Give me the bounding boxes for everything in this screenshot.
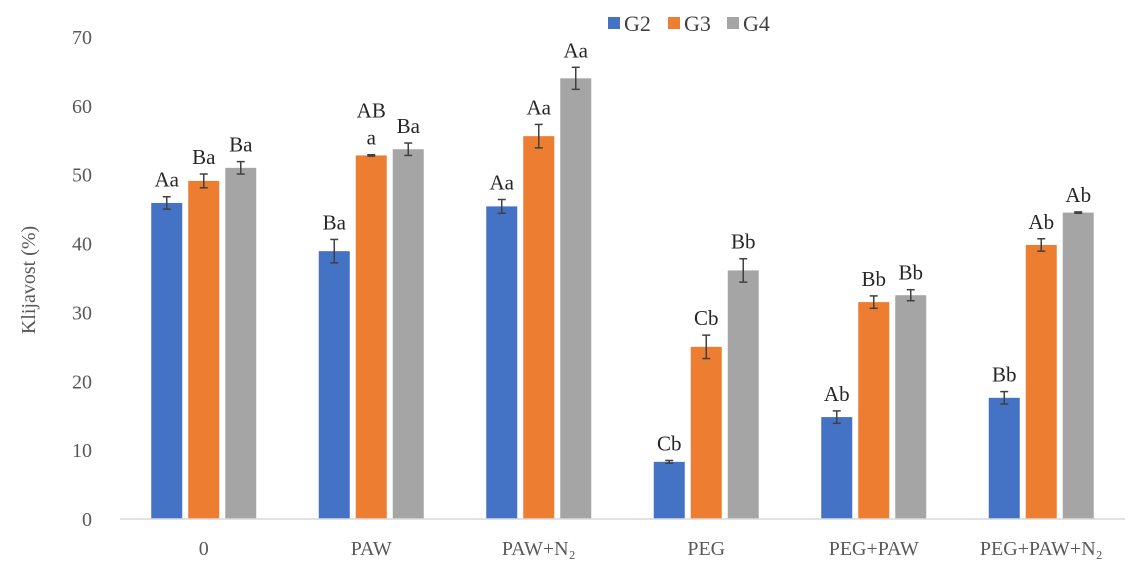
- bar-g3: [355, 155, 387, 520]
- legend-item: G3: [668, 11, 711, 36]
- error-bar: [571, 66, 580, 91]
- legend-swatch: [727, 17, 739, 29]
- legend-label: G2: [624, 11, 651, 36]
- bar-g2: [653, 461, 685, 519]
- legend-item: G2: [608, 11, 651, 36]
- data-label: Ba: [192, 145, 216, 169]
- bar-g2: [821, 417, 853, 519]
- error-bar: [832, 410, 841, 425]
- y-tick-label: 10: [72, 440, 92, 462]
- bar-g2: [318, 251, 350, 519]
- data-label: Bb: [731, 230, 756, 254]
- legend-swatch: [668, 17, 680, 29]
- data-label: Cb: [657, 431, 682, 455]
- y-axis-label: Klijavost (%): [18, 226, 40, 334]
- data-label: Bb: [898, 261, 923, 285]
- legend-label: G4: [743, 11, 770, 36]
- error-bar: [404, 142, 413, 157]
- bar-g3: [188, 180, 220, 519]
- bar-g3: [690, 346, 722, 519]
- bar-g4: [560, 78, 592, 520]
- data-label: Ab: [1065, 183, 1091, 207]
- error-bar: [665, 459, 674, 464]
- error-bar: [330, 238, 339, 264]
- error-bars-group: [162, 66, 1083, 464]
- x-tick-label: PEG+PAW: [829, 538, 919, 560]
- error-bar: [869, 295, 878, 310]
- bar-g4: [727, 270, 759, 519]
- y-tick-label: 20: [72, 371, 92, 393]
- error-bar: [236, 160, 245, 175]
- x-tick-label: 0: [199, 538, 209, 560]
- data-label: Ba: [397, 114, 421, 138]
- data-label: Aa: [527, 95, 552, 119]
- bar-g3: [523, 136, 555, 519]
- error-bar: [1074, 211, 1083, 215]
- bar-g2: [151, 202, 183, 519]
- data-label: Bb: [861, 267, 886, 291]
- bar-g4: [895, 295, 927, 519]
- legend-label: G3: [684, 11, 711, 36]
- bar-g3: [858, 302, 890, 519]
- bar-g4: [225, 167, 257, 520]
- data-label: Ab: [1028, 210, 1054, 234]
- data-label: Aa: [155, 168, 180, 192]
- error-bar: [906, 288, 915, 302]
- bar-g3: [1025, 244, 1057, 519]
- data-label: Ab: [824, 382, 850, 406]
- legend-swatch: [608, 17, 620, 29]
- legend: G2 G3 G4: [608, 11, 770, 36]
- data-label: Aa: [490, 171, 515, 195]
- y-tick-label: 70: [72, 27, 92, 49]
- bars-group: [151, 78, 1094, 520]
- error-bar: [1037, 238, 1046, 252]
- data-label: AB a: [357, 99, 386, 150]
- error-bar: [534, 123, 543, 149]
- legend-item: G4: [727, 11, 770, 36]
- error-bar: [739, 257, 748, 283]
- y-tick-label: 30: [72, 302, 92, 324]
- data-label: Ba: [323, 210, 347, 234]
- data-labels-group: Aa Ba Aa Cb Ab Bb Ba AB a Aa Cb Bb Ab Ba Ba Aa Bb Bb Ab: [155, 38, 1092, 455]
- y-tick-label: 60: [72, 96, 92, 118]
- y-tick-label: 0: [82, 509, 92, 531]
- y-axis: 0 10 20 30 40 50 60 70: [72, 27, 92, 531]
- bar-g2: [486, 206, 518, 520]
- error-bar: [162, 195, 171, 210]
- error-bar: [497, 198, 506, 215]
- data-label: Aa: [564, 38, 589, 62]
- x-tick-label: PEG+PAW+N₂: [980, 538, 1103, 560]
- data-label: Ba: [229, 133, 253, 157]
- error-bar: [199, 173, 208, 189]
- x-tick-label: PAW+N₂: [502, 538, 576, 560]
- x-axis: 0 PAW PAW+N₂ PEG PEG+PAW PEG+PAW+N₂: [199, 538, 1103, 560]
- y-tick-label: 50: [72, 165, 92, 187]
- bar-g4: [392, 149, 424, 520]
- data-label: Bb: [992, 363, 1017, 387]
- bar-g2: [988, 397, 1020, 519]
- error-bar: [1000, 390, 1009, 405]
- error-bar: [367, 153, 376, 157]
- x-tick-label: PEG: [687, 538, 725, 560]
- y-tick-label: 40: [72, 234, 92, 256]
- error-bar: [702, 334, 711, 360]
- data-label: Cb: [694, 306, 719, 330]
- bar-g4: [1062, 212, 1094, 520]
- x-tick-label: PAW: [351, 538, 392, 560]
